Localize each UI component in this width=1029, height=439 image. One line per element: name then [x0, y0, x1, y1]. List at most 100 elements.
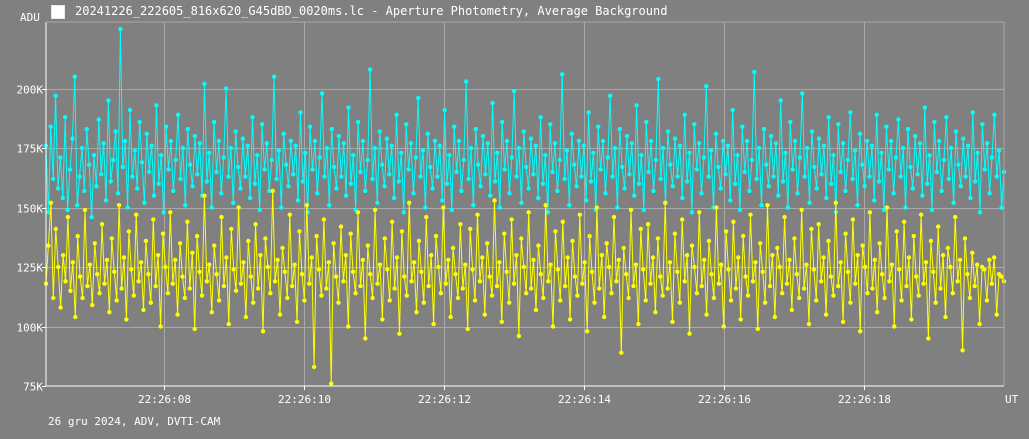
data-point: [989, 281, 994, 286]
data-point: [377, 262, 383, 267]
data-point: [795, 191, 800, 196]
data-point: [977, 321, 982, 327]
data-point: [648, 281, 653, 286]
data-point: [156, 181, 161, 186]
data-point: [107, 310, 112, 315]
data-point: [324, 286, 329, 291]
data-point: [524, 291, 529, 296]
data-point: [606, 264, 612, 270]
data-point: [497, 205, 502, 210]
data-point: [656, 76, 661, 82]
data-point: [115, 191, 121, 196]
data-point: [168, 138, 174, 144]
data-point: [370, 176, 375, 182]
data-point: [528, 136, 534, 141]
data-point: [416, 238, 422, 244]
data-point: [848, 300, 853, 305]
data-point: [300, 179, 306, 184]
data-point: [960, 348, 965, 353]
data-point: [375, 281, 380, 286]
data-point: [967, 295, 973, 301]
data-point: [792, 138, 798, 144]
data-point: [62, 115, 68, 120]
data-point: [519, 236, 524, 241]
data-point: [802, 174, 807, 179]
data-point: [480, 255, 485, 260]
data-point: [95, 272, 100, 277]
data-point: [428, 164, 433, 170]
data-point: [923, 260, 929, 265]
data-point: [799, 207, 804, 213]
data-point: [560, 219, 565, 224]
data-point: [672, 231, 678, 236]
data-point: [311, 364, 317, 370]
data-point: [775, 245, 780, 251]
data-point: [548, 122, 553, 127]
data-point: [696, 141, 702, 146]
data-point: [550, 169, 555, 175]
data-point: [130, 174, 135, 179]
data-point: [913, 134, 918, 139]
data-point: [499, 319, 504, 324]
data-point: [333, 274, 339, 279]
data-point: [910, 186, 915, 191]
data-point: [677, 300, 682, 305]
data-point: [291, 172, 296, 177]
data-point: [447, 153, 452, 158]
data-point: [341, 279, 346, 284]
data-point: [801, 286, 807, 291]
data-point: [99, 222, 105, 227]
data-point: [147, 169, 152, 175]
data-point: [509, 217, 514, 222]
data-point: [154, 103, 159, 108]
data-point: [787, 257, 792, 263]
series-cyan: [43, 26, 1007, 220]
axes: [45, 21, 1005, 387]
data-point: [372, 145, 378, 151]
data-point: [409, 279, 414, 284]
data-point: [823, 312, 829, 317]
data-point: [161, 210, 166, 215]
data-point: [804, 145, 810, 151]
data-point: [936, 224, 941, 229]
data-point: [771, 174, 776, 179]
data-point: [77, 174, 82, 179]
data-point: [511, 281, 517, 286]
y-tick-label: 200K: [17, 84, 44, 97]
y-tick-label: 175K: [17, 143, 44, 156]
data-point: [94, 184, 99, 189]
data-point: [56, 264, 61, 270]
data-point: [149, 143, 154, 148]
data-point: [790, 167, 795, 172]
data-point: [927, 153, 932, 158]
data-point: [483, 172, 488, 177]
data-point: [51, 176, 56, 182]
data-point: [516, 333, 522, 339]
data-point: [151, 217, 156, 222]
data-point: [310, 167, 315, 172]
data-point: [480, 134, 486, 139]
data-point: [148, 300, 153, 305]
data-point: [928, 238, 934, 244]
data-point: [514, 174, 519, 179]
data-point: [63, 279, 68, 284]
data-point: [360, 257, 366, 263]
data-point: [126, 229, 132, 234]
data-point: [216, 298, 222, 303]
data-point: [699, 283, 704, 289]
data-point: [339, 174, 344, 179]
data-point: [555, 267, 561, 272]
data-point: [713, 131, 719, 136]
data-point: [579, 174, 584, 179]
data-point: [721, 324, 726, 329]
data-point: [382, 236, 387, 241]
data-point: [864, 138, 870, 144]
data-point: [494, 283, 500, 289]
data-point: [874, 112, 879, 118]
data-point: [543, 203, 548, 208]
data-point: [473, 126, 478, 132]
data-point: [67, 167, 73, 172]
data-point: [536, 243, 541, 248]
data-point: [687, 331, 692, 336]
data-point: [838, 169, 843, 175]
